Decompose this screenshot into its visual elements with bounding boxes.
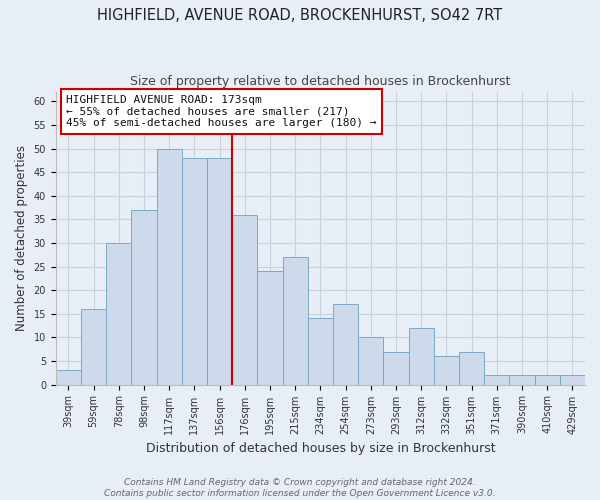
- Bar: [232, 214, 257, 384]
- Text: HIGHFIELD, AVENUE ROAD, BROCKENHURST, SO42 7RT: HIGHFIELD, AVENUE ROAD, BROCKENHURST, SO…: [97, 8, 503, 22]
- Bar: [383, 352, 409, 384]
- Text: HIGHFIELD AVENUE ROAD: 173sqm
← 55% of detached houses are smaller (217)
45% of : HIGHFIELD AVENUE ROAD: 173sqm ← 55% of d…: [67, 95, 377, 128]
- Text: Contains HM Land Registry data © Crown copyright and database right 2024.
Contai: Contains HM Land Registry data © Crown c…: [104, 478, 496, 498]
- Bar: [560, 375, 585, 384]
- Bar: [409, 328, 434, 384]
- Bar: [308, 318, 333, 384]
- Bar: [459, 352, 484, 384]
- X-axis label: Distribution of detached houses by size in Brockenhurst: Distribution of detached houses by size …: [146, 442, 495, 455]
- Bar: [535, 375, 560, 384]
- Bar: [484, 375, 509, 384]
- Bar: [207, 158, 232, 384]
- Bar: [106, 243, 131, 384]
- Bar: [358, 338, 383, 384]
- Bar: [283, 257, 308, 384]
- Bar: [509, 375, 535, 384]
- Bar: [157, 148, 182, 384]
- Title: Size of property relative to detached houses in Brockenhurst: Size of property relative to detached ho…: [130, 75, 511, 88]
- Bar: [434, 356, 459, 384]
- Bar: [257, 272, 283, 384]
- Bar: [81, 309, 106, 384]
- Bar: [333, 304, 358, 384]
- Bar: [56, 370, 81, 384]
- Bar: [182, 158, 207, 384]
- Bar: [131, 210, 157, 384]
- Y-axis label: Number of detached properties: Number of detached properties: [15, 146, 28, 332]
